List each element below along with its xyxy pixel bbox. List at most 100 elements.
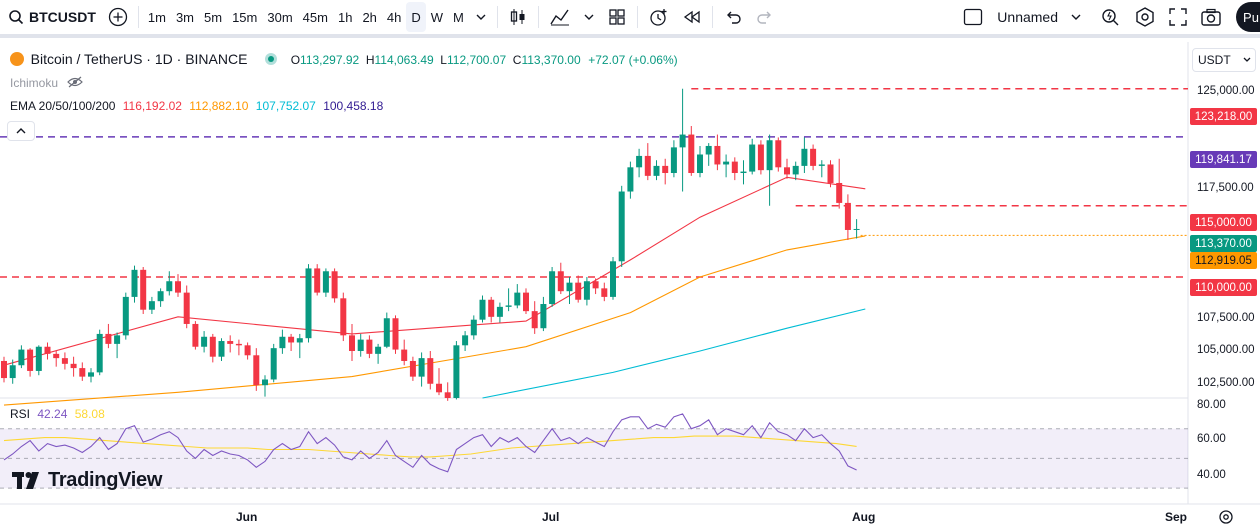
chart-canvas[interactable] xyxy=(0,42,1260,528)
interval-45m[interactable]: 45m xyxy=(302,9,328,25)
candle xyxy=(235,343,242,346)
candle xyxy=(662,165,669,174)
fullscreen-button[interactable] xyxy=(1162,2,1194,32)
candle xyxy=(557,271,564,292)
brand-name: TradingView xyxy=(48,469,163,491)
layout-name-button[interactable]: Unnamed xyxy=(957,2,1088,32)
price-label-110000[interactable]: 110,000.00 xyxy=(1190,279,1257,296)
price-tick: 105,000.00 xyxy=(1197,344,1255,356)
candle xyxy=(540,304,547,329)
candle xyxy=(279,336,286,349)
candle xyxy=(827,164,834,183)
interval-dropdown-button[interactable] xyxy=(469,2,493,32)
ema200-value: 100,458.18 xyxy=(323,99,384,113)
tradingview-logo[interactable]: TradingView xyxy=(12,469,162,492)
chevron-down-icon xyxy=(584,14,594,20)
candle xyxy=(801,148,808,166)
symbol-search[interactable]: BTCUSDT xyxy=(0,2,102,32)
candle xyxy=(44,346,51,354)
rsi-line xyxy=(3,413,857,473)
candle xyxy=(192,323,199,347)
candle xyxy=(514,292,521,306)
layout-name: Unnamed xyxy=(997,9,1058,25)
candle xyxy=(784,167,790,175)
symbol-label: BTCUSDT xyxy=(29,9,96,25)
candle xyxy=(18,349,25,366)
currency-select[interactable]: USDT xyxy=(1192,48,1256,72)
candle xyxy=(427,358,434,384)
interval-3m[interactable]: 3m xyxy=(175,9,195,25)
checkbox-icon xyxy=(964,8,983,26)
candle xyxy=(79,368,86,377)
quick-search-button[interactable] xyxy=(1094,2,1128,32)
price-label-119841[interactable]: 119,841.17 xyxy=(1190,151,1257,168)
candle xyxy=(349,335,355,352)
ema-legend[interactable]: EMA 20/50/100/200 116,192.02 112,882.10 … xyxy=(10,99,383,113)
interval-d[interactable]: D xyxy=(406,2,426,32)
chart-type-button[interactable] xyxy=(502,2,534,32)
indicators-dropdown[interactable] xyxy=(577,2,601,32)
candle xyxy=(853,228,860,230)
candle xyxy=(9,365,16,379)
candle xyxy=(610,261,616,297)
ohlc-open-label: O xyxy=(290,53,301,67)
redo-button[interactable] xyxy=(749,2,781,32)
replay-button[interactable] xyxy=(676,2,708,32)
interval-2h[interactable]: 2h xyxy=(362,9,377,25)
candle xyxy=(270,348,277,380)
snapshot-button[interactable] xyxy=(1194,2,1228,32)
price-label-115000[interactable]: 115,000.00 xyxy=(1190,214,1257,231)
candle xyxy=(436,383,442,393)
ema100-value: 107,752.07 xyxy=(255,99,316,113)
alert-button[interactable] xyxy=(642,2,676,32)
collapse-legend-button[interactable] xyxy=(7,121,35,141)
candle xyxy=(740,171,747,174)
price-label-current[interactable]: 113,370.00 xyxy=(1190,235,1257,252)
interval-5m[interactable]: 5m xyxy=(204,9,223,25)
indicators-icon xyxy=(550,9,569,26)
top-toolbar: BTCUSDT 1m 3m 5m 15m 30m 45m 1h 2h 4h D W M Unnamed xyxy=(0,0,1260,38)
avatar[interactable]: Pu xyxy=(1236,2,1260,32)
interval-w[interactable]: W xyxy=(430,9,444,25)
add-symbol-button[interactable] xyxy=(102,2,134,32)
candle xyxy=(792,165,799,175)
fullscreen-icon xyxy=(1169,8,1187,26)
eye-hidden-icon[interactable] xyxy=(67,76,84,88)
candle xyxy=(775,140,782,168)
candle xyxy=(227,341,234,344)
ema50-line xyxy=(3,235,866,406)
candle xyxy=(810,148,817,166)
ohlc-open: 113,297.92 xyxy=(300,53,360,67)
divider xyxy=(636,6,638,28)
interval-m-month[interactable]: M xyxy=(453,9,464,25)
indicators-button[interactable] xyxy=(543,2,577,32)
layout-button[interactable] xyxy=(601,2,633,32)
price-label-123218[interactable]: 123,218.00 xyxy=(1190,108,1257,125)
interval-1m[interactable]: 1m xyxy=(147,9,166,25)
candle xyxy=(357,339,364,352)
candle xyxy=(575,282,582,300)
candle xyxy=(462,335,469,346)
candle xyxy=(601,288,608,297)
candle xyxy=(383,318,390,347)
chart-area[interactable]: Bitcoin / TetherUS · 1D · BINANCE O113,2… xyxy=(0,42,1260,528)
interval-15m[interactable]: 15m xyxy=(232,9,258,25)
interval-4h[interactable]: 4h xyxy=(386,9,402,25)
ichimoku-label: Ichimoku xyxy=(10,76,59,90)
candle xyxy=(418,358,425,377)
candle xyxy=(244,345,251,356)
undo-button[interactable] xyxy=(717,2,749,32)
candle xyxy=(636,155,643,168)
candle xyxy=(470,319,477,336)
ichimoku-legend[interactable]: Ichimoku xyxy=(10,76,84,90)
time-scale-settings-button[interactable] xyxy=(1216,507,1236,527)
price-tick: 102,500.00 xyxy=(1197,377,1255,389)
interval-1h[interactable]: 1h xyxy=(337,9,353,25)
price-label-ema50[interactable]: 112,919.05 xyxy=(1190,252,1257,269)
candle xyxy=(409,360,416,377)
rsi-label: RSI xyxy=(10,407,31,421)
candle xyxy=(479,299,486,320)
settings-button[interactable] xyxy=(1128,2,1162,32)
price-tick: 125,000.00 xyxy=(1197,85,1255,97)
interval-30m[interactable]: 30m xyxy=(267,9,293,25)
